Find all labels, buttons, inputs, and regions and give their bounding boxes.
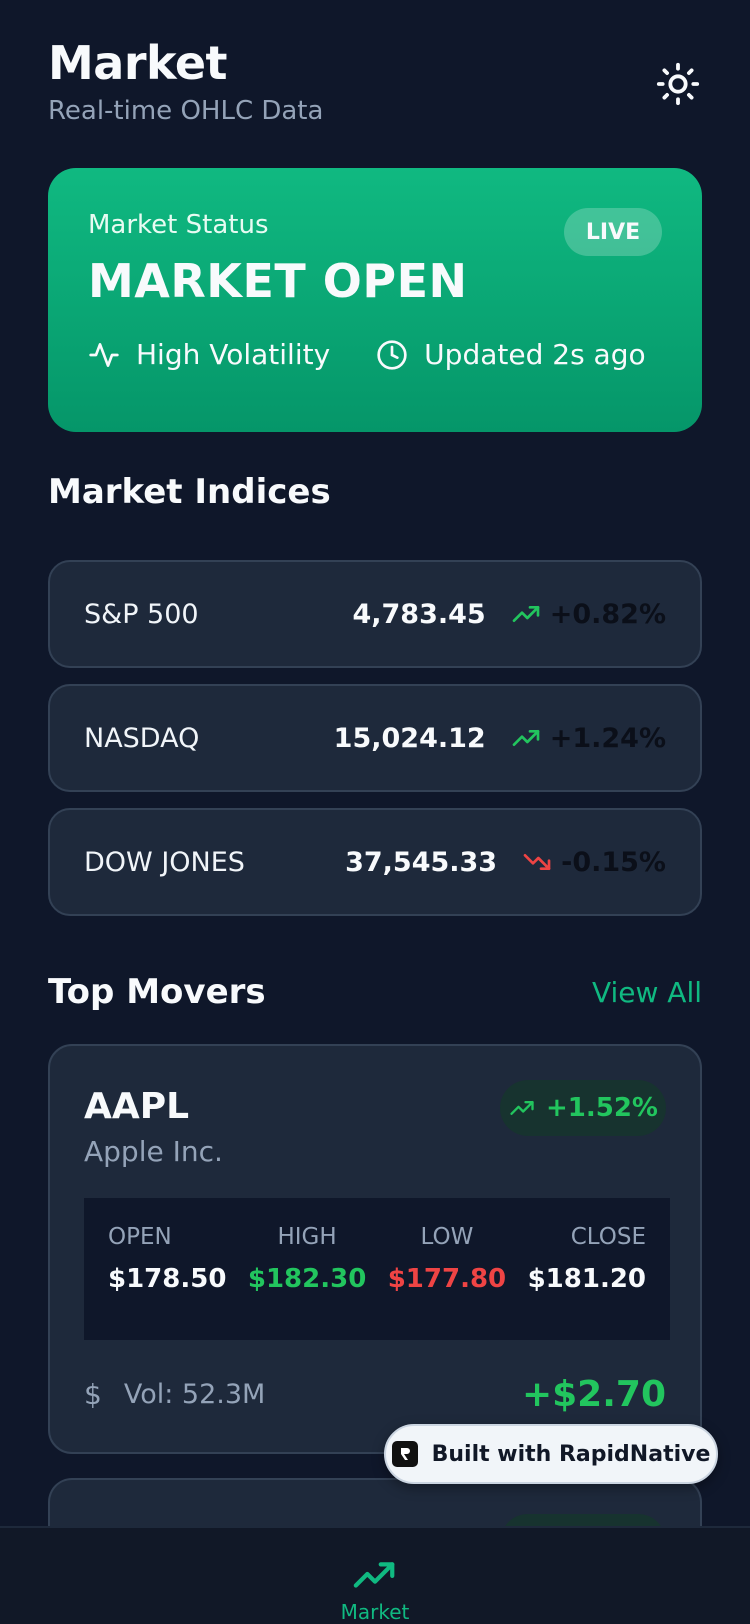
mover-net-change: +$2.70 (521, 1374, 666, 1415)
built-with-text: Built with RapidNative (431, 1441, 711, 1467)
index-value: 37,545.33 (345, 846, 498, 878)
ohlc-low: LOW $177.80 (388, 1224, 506, 1314)
trending-up-icon (510, 1101, 534, 1115)
clock-icon (377, 339, 407, 370)
index-row-nasdaq[interactable]: NASDAQ 15,024.12 +1.24% (48, 684, 702, 792)
index-change: +0.82% (510, 598, 666, 630)
index-change-value: -0.15% (561, 846, 666, 878)
volatility-text: High Volatility (136, 338, 331, 371)
ohlc-open-label: OPEN (108, 1224, 172, 1250)
updated-text: Updated 2s ago (424, 338, 646, 371)
ohlc-open: OPEN $178.50 (108, 1224, 226, 1314)
ohlc-high-label: HIGH (277, 1224, 337, 1250)
built-with-badge[interactable]: Built with RapidNative (384, 1424, 718, 1484)
index-change: -0.15% (521, 846, 666, 878)
index-change-value: +1.24% (549, 722, 666, 754)
bottom-tab-bar: Market (0, 1526, 750, 1624)
mover-change-value: +1.52% (546, 1093, 658, 1123)
ohlc-panel: OPEN $178.50 HIGH $182.30 LOW $177.80 CL… (84, 1198, 670, 1340)
ohlc-low-label: LOW (420, 1224, 474, 1250)
tab-market-label: Market (340, 1600, 410, 1624)
status-value: MARKET OPEN (88, 254, 468, 308)
index-name: DOW JONES (84, 846, 245, 878)
index-row-sp500[interactable]: S&P 500 4,783.45 +0.82% (48, 560, 702, 668)
tab-market[interactable]: Market (340, 1528, 410, 1624)
index-name: NASDAQ (84, 722, 200, 754)
index-value: 15,024.12 (333, 722, 486, 754)
mover-card-aapl[interactable]: AAPL Apple Inc. +1.52% OPEN $178.50 HIGH… (48, 1044, 702, 1454)
trending-up-icon (512, 606, 540, 622)
index-change-value: +0.82% (549, 598, 666, 630)
rapidnative-logo-icon (391, 1441, 418, 1467)
activity-icon (89, 342, 119, 367)
ohlc-high-value: $182.30 (247, 1264, 367, 1294)
index-name: S&P 500 (84, 598, 199, 630)
updated-info: Updated 2s ago (376, 338, 646, 371)
page-title: Market (48, 36, 228, 90)
ohlc-low-value: $177.80 (387, 1264, 507, 1294)
mover-company: Apple Inc. (84, 1135, 223, 1168)
trending-down-icon (523, 854, 551, 870)
view-all-link[interactable]: View All (591, 976, 702, 1009)
ohlc-close: CLOSE $181.20 (528, 1224, 646, 1314)
page-header: Market Real-time OHLC Data (48, 36, 702, 136)
index-row-dow-jones[interactable]: DOW JONES 37,545.33 -0.15% (48, 808, 702, 916)
mover-change-badge: +1.52% (500, 1080, 666, 1136)
status-label: Market Status (88, 210, 269, 240)
index-change: +1.24% (510, 722, 666, 754)
mover-ticker: AAPL (84, 1086, 190, 1127)
ohlc-high: HIGH $182.30 (248, 1224, 366, 1314)
dollar-icon: $ (84, 1378, 102, 1411)
indices-section-title: Market Indices (48, 472, 331, 512)
index-value: 4,783.45 (352, 598, 486, 630)
theme-toggle-button[interactable] (654, 60, 702, 108)
live-badge: LIVE (564, 208, 662, 256)
ohlc-close-value: $181.20 (527, 1264, 646, 1294)
market-status-card: Market Status MARKET OPEN LIVE High Vola… (48, 168, 702, 432)
ohlc-open-value: $178.50 (108, 1264, 227, 1294)
movers-section-title: Top Movers (48, 972, 266, 1012)
status-meta: High Volatility Updated 2s ago (88, 338, 692, 371)
sun-icon (656, 62, 700, 106)
ohlc-close-label: CLOSE (570, 1224, 646, 1250)
page-subtitle: Real-time OHLC Data (48, 96, 324, 126)
volatility-info: High Volatility (88, 338, 330, 371)
trending-up-icon (512, 730, 540, 746)
mover-footer: $ Vol: 52.3M +$2.70 (84, 1374, 666, 1415)
mover-volume: Vol: 52.3M (123, 1379, 266, 1410)
trending-up-icon (353, 1562, 395, 1588)
